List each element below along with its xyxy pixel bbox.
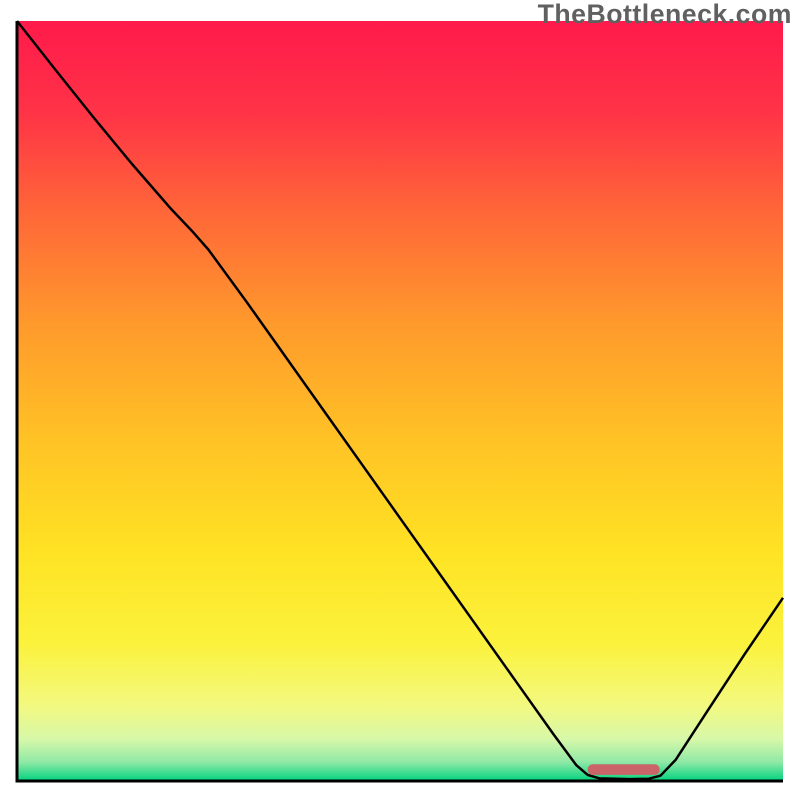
optimal-range-marker <box>588 764 660 775</box>
watermark-label: TheBottleneck.com <box>538 0 792 29</box>
gradient-background <box>17 21 783 781</box>
chart-svg <box>0 0 800 800</box>
bottleneck-chart: TheBottleneck.com <box>0 0 800 800</box>
